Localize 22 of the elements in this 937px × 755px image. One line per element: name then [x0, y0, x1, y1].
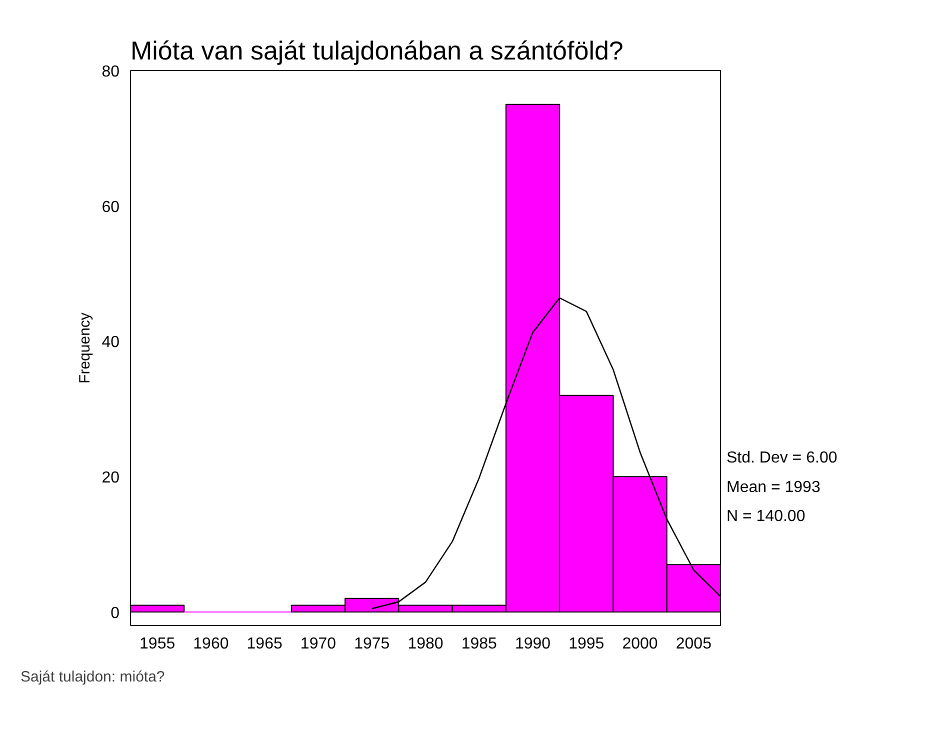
chart-title: Mióta van saját tulajdonában a szántóföld?	[130, 36, 624, 66]
x-tick-label: 1975	[354, 636, 390, 652]
x-tick-label: 1955	[140, 636, 176, 652]
y-tick-label: 0	[110, 604, 120, 622]
y-tick-label: 40	[102, 334, 120, 352]
x-tick-label: 2000	[622, 636, 658, 652]
y-tick-label: 80	[102, 64, 120, 80]
text: Mean = 1993	[726, 478, 820, 496]
y-axis-title: Frequency	[76, 312, 94, 384]
x-tick-label: 1960	[193, 636, 229, 652]
x-tick-label: 1985	[461, 636, 498, 652]
x-tick-label: 1980	[408, 636, 444, 652]
text: Std. Dev = 6.00	[726, 449, 838, 466]
x-tick-label: 1995	[568, 636, 604, 652]
text: N = 140.00	[726, 508, 806, 526]
x-tick-label: 2005	[676, 636, 712, 652]
x-tick-label: 1965	[246, 636, 282, 652]
x-axis-title: Saját tulajdon: mióta?	[20, 668, 165, 686]
y-tick-label: 20	[102, 470, 120, 487]
x-tick-label: 1990	[514, 636, 551, 652]
y-tick-label: 60	[102, 198, 120, 216]
x-tick-label: 1970	[300, 636, 336, 652]
